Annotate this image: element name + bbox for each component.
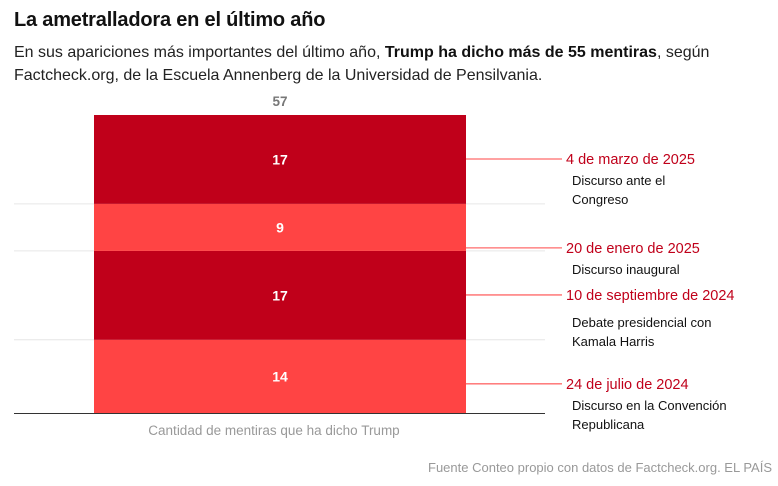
annotation-date: 4 de marzo de 2025 <box>566 152 695 168</box>
annotation-event: Congreso <box>572 192 628 207</box>
source-note: Fuente Conteo propio con datos de Factch… <box>428 460 772 475</box>
subtitle-text: En sus apariciones más importantes del ú… <box>14 44 385 61</box>
annotation-event: Debate presidencial con <box>572 315 711 330</box>
bar-segment <box>94 115 466 204</box>
total-label: 57 <box>272 94 287 109</box>
subtitle-text-end: , según Factcheck.org, de la Escuela Ann… <box>14 44 710 84</box>
bar-segment <box>94 250 466 340</box>
annotation-event: Discurso ante el <box>572 173 665 188</box>
bar-segment <box>94 339 466 413</box>
subtitle-highlight: Trump ha dicho más de 55 mentiras <box>384 44 657 61</box>
annotation-date: 20 de enero de 2025 <box>566 241 700 257</box>
annotation-event: Discurso inaugural <box>572 262 680 277</box>
chart-subtitle: En sus apariciones más importantes del ú… <box>14 41 774 87</box>
annotation-event: Kamala Harris <box>572 334 655 349</box>
x-axis-label: Cantidad de mentiras que ha dicho Trump <box>148 423 399 438</box>
annotation-date: 24 de julio de 2024 <box>566 377 689 393</box>
bar-segment <box>94 203 466 251</box>
chart-title: La ametralladora en el último año <box>14 9 326 31</box>
segment-value-label: 17 <box>272 151 288 167</box>
annotation-date: 10 de septiembre de 2024 <box>566 288 735 304</box>
segment-value-label: 9 <box>276 219 284 235</box>
annotation-event: Discurso en la Convención <box>572 398 727 413</box>
segment-value-label: 14 <box>272 368 288 384</box>
segment-value-label: 17 <box>272 287 288 303</box>
annotation-event: Republicana <box>572 417 645 432</box>
